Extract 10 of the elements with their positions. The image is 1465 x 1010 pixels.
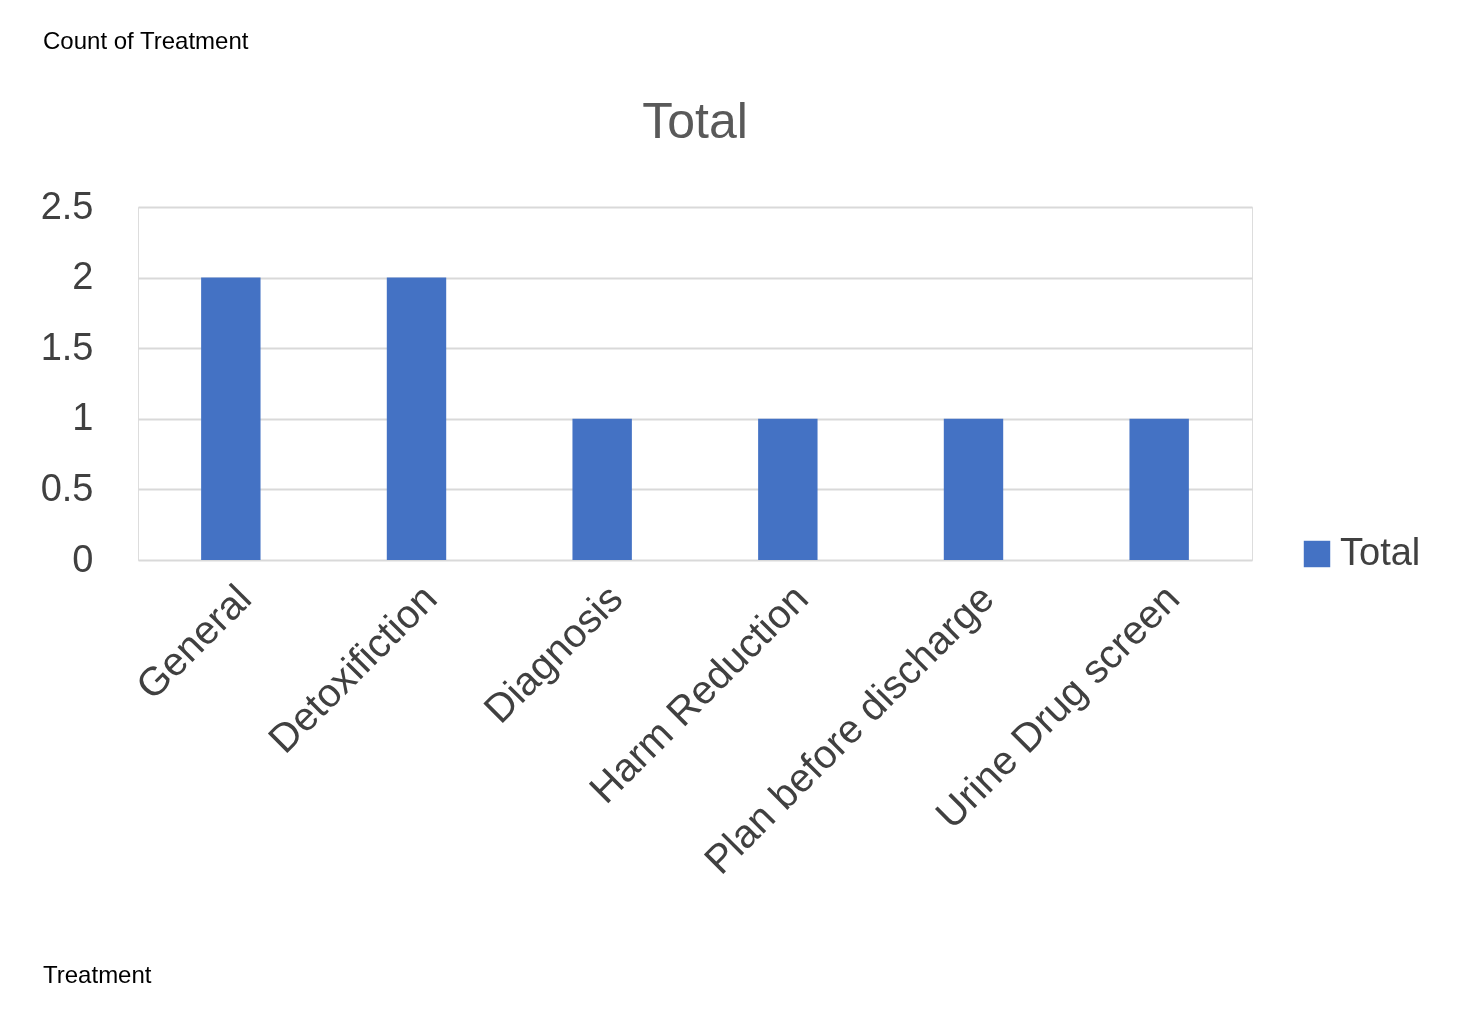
y-tick-label: 0.5 bbox=[40, 466, 94, 509]
y-tick-label: 1.5 bbox=[40, 325, 94, 368]
y-tick-label: 0 bbox=[72, 537, 94, 580]
chart-title: Total bbox=[642, 93, 748, 149]
text: Treatment bbox=[43, 961, 152, 988]
y-tick-label: 1 bbox=[72, 396, 94, 439]
y-tick-label: 2.5 bbox=[40, 184, 94, 227]
y-tick-label: 2 bbox=[72, 255, 94, 298]
text: Count of Treatment bbox=[43, 27, 249, 54]
legend-label: Total bbox=[1340, 531, 1421, 573]
